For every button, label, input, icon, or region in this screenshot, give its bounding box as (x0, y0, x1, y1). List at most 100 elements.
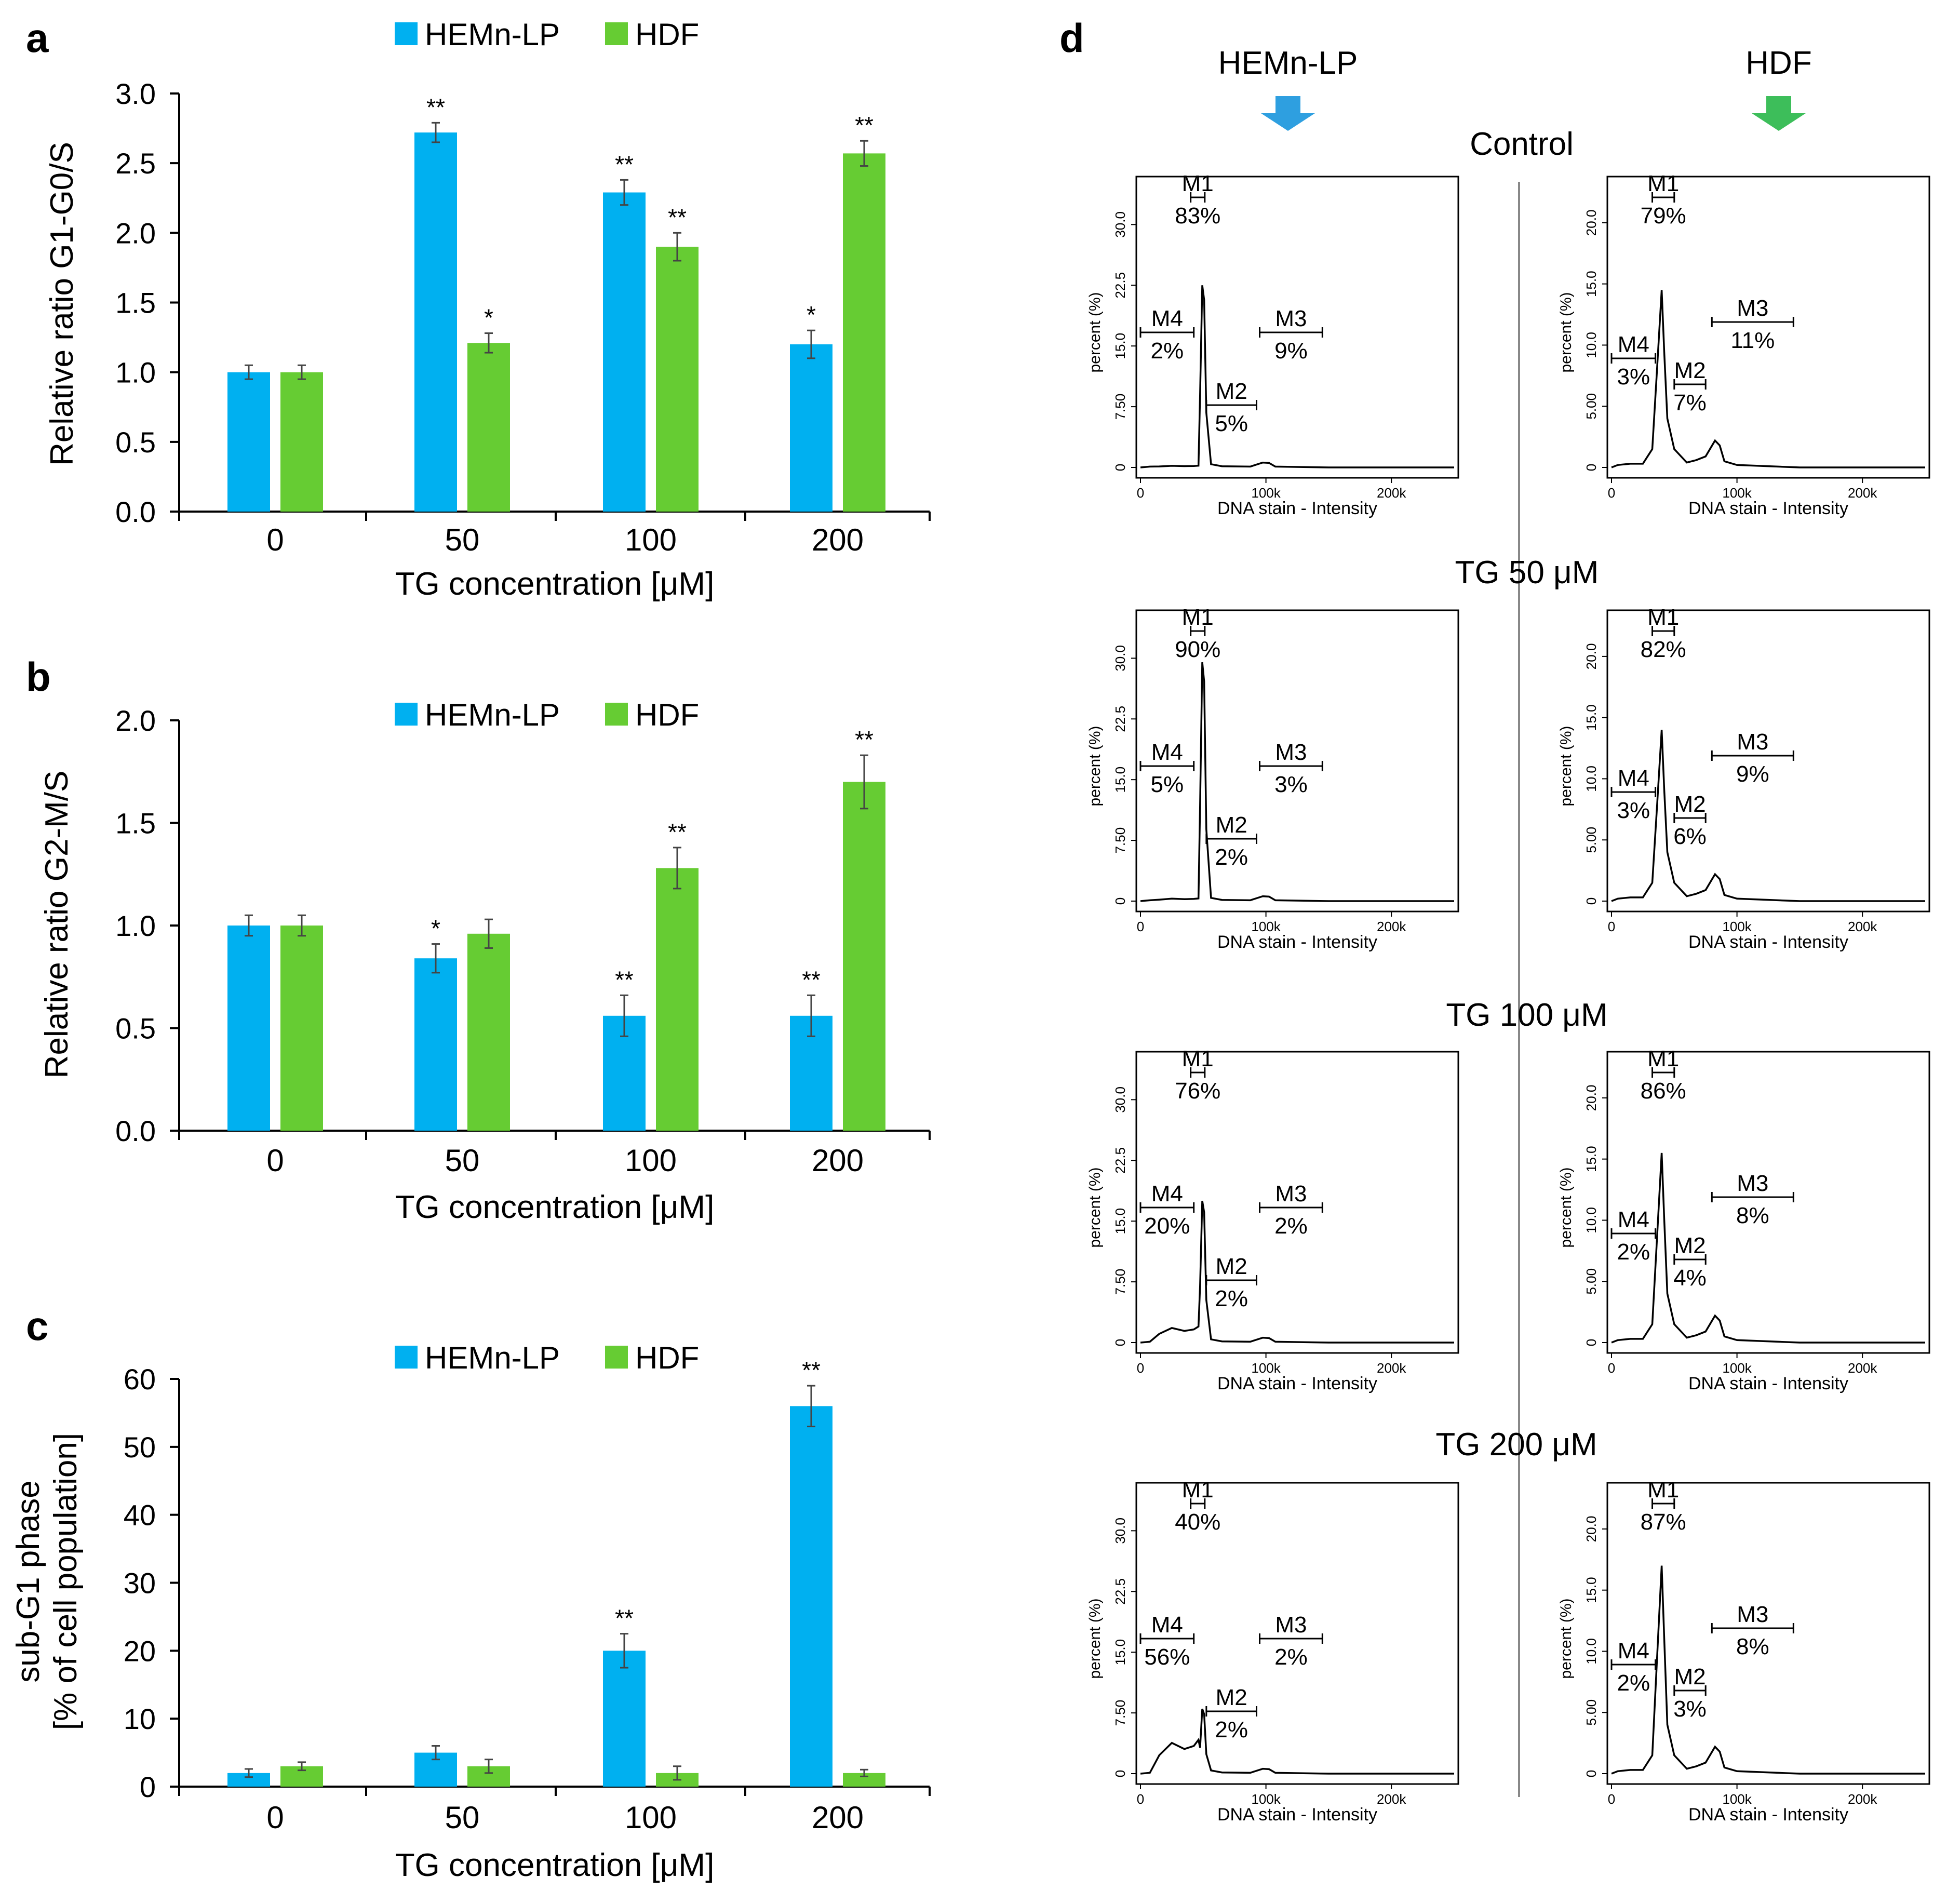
x-tick-label: 50 (445, 522, 480, 557)
marker-label-m2: M2 (1216, 1254, 1247, 1279)
x-tick-label: 200k (1848, 485, 1877, 501)
marker-percent-m4: 3% (1617, 798, 1650, 823)
significance-label: ** (802, 966, 821, 993)
y-tick-label: 20.0 (1583, 1516, 1599, 1543)
y-tick-label: 2.0 (115, 704, 156, 737)
y-axis-title-line: sub-G1 phase (10, 1480, 46, 1682)
y-tick-label: 20 (124, 1634, 156, 1667)
y-tick-label: 15.0 (1583, 1577, 1599, 1603)
y-tick-label: 50 (124, 1431, 156, 1464)
marker-label-m2: M2 (1674, 792, 1706, 817)
y-tick-label: 1.5 (115, 807, 156, 840)
marker-percent-m3: 8% (1736, 1634, 1769, 1659)
histogram-hdf-0: 05.0010.015.020.0percent (%)0 100k 200kDNA… (1557, 171, 1929, 518)
y-axis-title: percent (%) (1557, 726, 1575, 806)
legend-label-hemn: HEMn-LP (425, 1340, 560, 1375)
histogram-hemn-2: 07.5015.022.530.0percent (%)0 100k 200kDNA… (1086, 1046, 1458, 1393)
marker-percent-m3: 2% (1274, 1644, 1308, 1670)
y-tick-label: 1.0 (115, 909, 156, 942)
y-axis-title: percent (%) (1086, 1167, 1104, 1248)
marker-percent-m4: 5% (1151, 772, 1184, 797)
marker-label-m3: M3 (1737, 1171, 1768, 1196)
x-tick-label: 200k (1848, 919, 1877, 934)
significance-label: ** (668, 819, 687, 846)
x-tick-label: 200k (1377, 919, 1406, 934)
histogram-curve (1140, 1709, 1454, 1774)
y-tick-label: 0 (1112, 1770, 1128, 1777)
bar-hemn (414, 958, 457, 1131)
marker-percent-m1: 40% (1175, 1509, 1220, 1535)
marker-percent-m3: 3% (1274, 772, 1308, 797)
marker-label-m2: M2 (1674, 1233, 1706, 1258)
marker-label-m3: M3 (1275, 1612, 1307, 1638)
y-tick-label: 0 (1112, 897, 1128, 905)
y-tick-label: 5.00 (1583, 1268, 1599, 1295)
x-tick-label: 0 (1608, 1791, 1615, 1807)
legend-swatch-hemn (395, 22, 418, 45)
marker-percent-m3: 11% (1730, 328, 1775, 353)
x-tick-label: 0 (1608, 919, 1615, 934)
y-tick-label: 15.0 (1112, 333, 1128, 359)
x-axis-title: DNA stain - Intensity (1688, 499, 1848, 518)
legend-label-hdf: HDF (635, 698, 699, 732)
y-tick-label: 0 (1583, 897, 1599, 905)
marker-label-m3: M3 (1737, 296, 1768, 321)
y-tick-label: 30.0 (1112, 1087, 1128, 1113)
y-tick-label: 15.0 (1112, 767, 1128, 793)
marker-percent-m2: 7% (1673, 390, 1707, 415)
x-axis-title: TG concentration [μM] (395, 1189, 715, 1225)
bar-hdf (656, 247, 699, 512)
y-tick-label: 15.0 (1583, 704, 1599, 731)
condition-label: Control (1470, 126, 1574, 162)
y-tick-label: 20.0 (1583, 1085, 1599, 1111)
y-axis-title: sub-G1 phase[% of cell population] (10, 1433, 84, 1730)
x-tick-label: 0 (266, 1143, 284, 1178)
marker-label-m1: M1 (1647, 605, 1679, 630)
y-tick-label: 3.0 (115, 77, 156, 110)
marker-percent-m2: 3% (1673, 1696, 1707, 1722)
marker-percent-m1: 79% (1641, 203, 1686, 229)
marker-percent-m4: 56% (1144, 1644, 1190, 1670)
marker-label-m2: M2 (1216, 812, 1247, 838)
significance-label: * (431, 915, 440, 942)
marker-label-m1: M1 (1647, 1046, 1679, 1071)
y-tick-label: 7.50 (1112, 827, 1128, 854)
y-tick-label: 7.50 (1112, 1700, 1128, 1726)
marker-label-m3: M3 (1275, 306, 1307, 331)
y-tick-label: 15.0 (1583, 271, 1599, 297)
marker-percent-m4: 2% (1151, 338, 1184, 364)
y-axis-title: percent (%) (1557, 1598, 1575, 1679)
y-tick-label: 0 (1583, 464, 1599, 471)
y-tick-label: 10 (124, 1702, 156, 1735)
legend-label-hdf: HDF (635, 17, 699, 52)
marker-percent-m1: 76% (1175, 1078, 1220, 1104)
legend-swatch-hdf (605, 1346, 628, 1369)
significance-label: ** (615, 1605, 634, 1632)
y-tick-label: 7.50 (1112, 1269, 1128, 1295)
marker-percent-m1: 90% (1175, 637, 1220, 662)
histogram-hemn-3: 07.5015.022.530.0percent (%)0 100k 200kDNA… (1086, 1477, 1458, 1825)
histogram-hemn-0: 0 7.50 15.0 22.5 30.0 percent (%) 0 100k 200kDNA… (1086, 171, 1458, 518)
panel-c: cHEMn-LP HDF01020304050600 50**100**200TG … (10, 1303, 930, 1883)
column-header-hemn: HEMn-LP (1218, 45, 1358, 81)
bar-hdf (656, 868, 699, 1131)
marker-percent-m3: 8% (1736, 1203, 1769, 1228)
marker-label-m3: M3 (1737, 1602, 1768, 1627)
y-tick-label: 22.5 (1112, 272, 1128, 299)
y-tick-label: 30.0 (1112, 645, 1128, 672)
significance-label: ** (855, 726, 874, 753)
histogram-curve (1612, 1566, 1925, 1774)
significance-label: * (807, 301, 816, 328)
x-tick-label: 0 (266, 522, 284, 557)
x-tick-label: 0 (1137, 919, 1144, 934)
marker-percent-m2: 2% (1215, 1717, 1248, 1742)
x-tick-label: 200k (1848, 1791, 1877, 1807)
y-tick-label: 0 (140, 1771, 156, 1803)
x-axis-title: DNA stain - Intensity (1217, 932, 1377, 952)
marker-label-m4: M4 (1618, 1638, 1649, 1664)
y-tick-label: 40 (124, 1499, 156, 1532)
y-tick-label: 30 (124, 1567, 156, 1600)
y-tick-label: 30.0 (1112, 1518, 1128, 1544)
y-tick-label: 15.0 (1112, 1639, 1128, 1666)
marker-label-m4: M4 (1151, 740, 1183, 765)
